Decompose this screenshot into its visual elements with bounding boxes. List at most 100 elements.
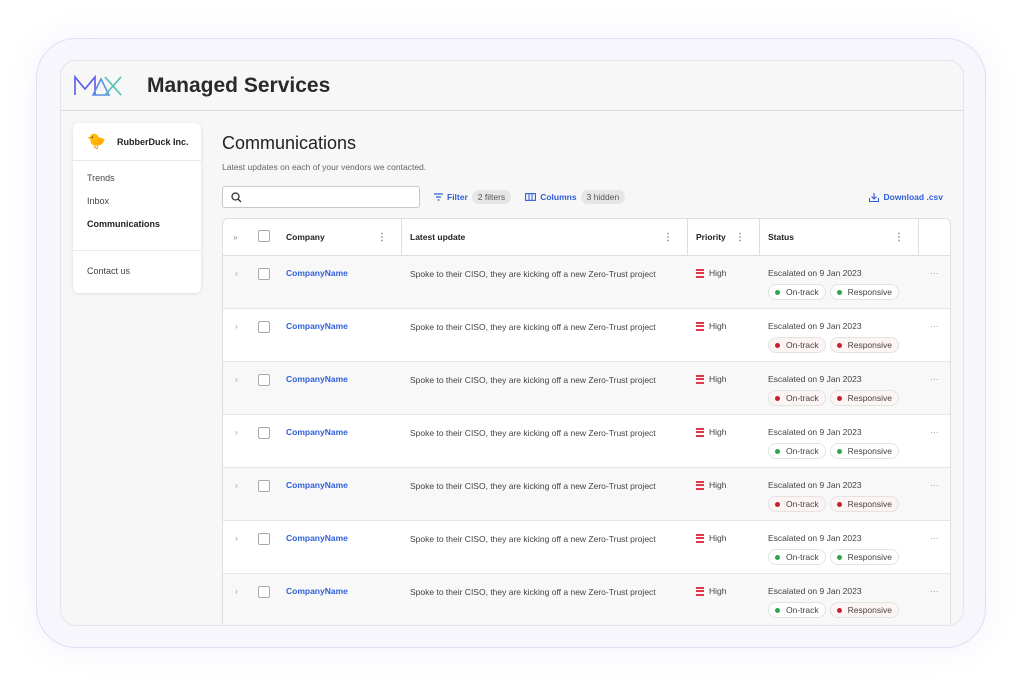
row-checkbox[interactable] (250, 362, 278, 415)
status-dot-icon (775, 448, 780, 454)
table-row[interactable]: › CompanyName Spoke to their CISO, they … (223, 256, 950, 309)
communications-table: » Company ⋮ Latest update ⋮ Priority ⋮ Stat… (222, 218, 951, 625)
badge-label: Responsive (847, 287, 893, 297)
columns-hidden-badge: 3 hidden (580, 190, 626, 204)
column-header-priority[interactable]: Priority ⋮ (688, 219, 760, 256)
table-row[interactable]: › CompanyName Spoke to their CISO, they … (223, 362, 950, 415)
column-header-company[interactable]: Company ⋮ (278, 219, 402, 256)
expand-row-icon[interactable]: › (223, 415, 250, 468)
more-actions-icon[interactable]: ··· (919, 468, 950, 521)
column-header-status[interactable]: Status ⋮ (760, 219, 919, 256)
badge-label: On-track (786, 552, 819, 562)
expand-all-icon[interactable]: » (223, 219, 250, 256)
badge-label: Responsive (847, 340, 893, 350)
expand-row-icon[interactable]: › (223, 309, 250, 362)
latest-update: Spoke to their CISO, they are kicking of… (402, 256, 688, 309)
download-csv-button[interactable]: Download .csv (869, 192, 943, 202)
more-actions-icon[interactable]: ··· (919, 362, 950, 415)
badge-label: Responsive (847, 605, 893, 615)
select-all-checkbox[interactable] (250, 219, 278, 256)
priority-label: High (709, 480, 727, 490)
more-actions-icon[interactable]: ··· (919, 574, 950, 625)
badge-label: On-track (786, 446, 819, 456)
expand-row-icon[interactable]: › (223, 256, 250, 309)
expand-row-icon[interactable]: › (223, 574, 250, 625)
company-link[interactable]: CompanyName (286, 374, 348, 384)
more-actions-icon[interactable]: ··· (919, 521, 950, 574)
badge-label: Responsive (847, 552, 893, 562)
sidebar-item-inbox[interactable]: Inbox (87, 196, 110, 206)
columns-button[interactable]: Columns (525, 192, 577, 202)
more-actions-icon[interactable]: ··· (919, 309, 950, 362)
column-menu-icon[interactable]: ⋮ (735, 232, 745, 243)
main-content: Communications Latest updates on each of… (222, 133, 951, 625)
status-dot-icon (836, 342, 842, 348)
row-checkbox[interactable] (250, 309, 278, 362)
row-checkbox[interactable] (250, 468, 278, 521)
filter-button[interactable]: Filter (434, 192, 468, 202)
more-actions-icon[interactable]: ··· (919, 415, 950, 468)
org-switcher[interactable]: 🐤 RubberDuck Inc. (73, 123, 201, 161)
header-label: Status (768, 232, 794, 242)
priority-label: High (709, 533, 727, 543)
columns-label: Columns (540, 192, 577, 202)
expand-row-icon[interactable]: › (223, 468, 250, 521)
status-dot-icon (775, 342, 780, 348)
badge-label: On-track (786, 340, 819, 350)
latest-update: Spoke to their CISO, they are kicking of… (402, 362, 688, 415)
page-subtitle: Latest updates on each of your vendors w… (222, 162, 427, 172)
table-row[interactable]: › CompanyName Spoke to their CISO, they … (223, 468, 950, 521)
status-badge: Responsive (829, 390, 900, 406)
company-link[interactable]: CompanyName (286, 268, 348, 278)
priority-high-icon (696, 586, 704, 596)
filter-icon (434, 193, 443, 201)
row-checkbox[interactable] (250, 415, 278, 468)
column-menu-icon[interactable]: ⋮ (894, 232, 904, 243)
status-dot-icon (775, 501, 780, 507)
expand-row-icon[interactable]: › (223, 362, 250, 415)
badge-label: Responsive (847, 499, 893, 509)
badge-label: On-track (786, 605, 819, 615)
company-link[interactable]: CompanyName (286, 427, 348, 437)
priority-high-icon (696, 374, 704, 384)
status-badge: Responsive (829, 549, 900, 565)
expand-row-icon[interactable]: › (223, 521, 250, 574)
status-dot-icon (775, 607, 780, 613)
priority-label: High (709, 268, 727, 278)
sidebar: 🐤 RubberDuck Inc. Trends Inbox Communicat… (73, 123, 201, 293)
header-label: Priority (696, 232, 726, 242)
column-header-update[interactable]: Latest update ⋮ (402, 219, 688, 256)
status-badge: Responsive (829, 443, 900, 459)
row-checkbox[interactable] (250, 574, 278, 625)
priority-high-icon (696, 427, 704, 437)
table-row[interactable]: › CompanyName Spoke to their CISO, they … (223, 574, 950, 625)
table-row[interactable]: › CompanyName Spoke to their CISO, they … (223, 521, 950, 574)
toolbar: Filter 2 filters Columns 3 hidden Downlo… (222, 186, 949, 208)
row-checkbox[interactable] (250, 256, 278, 309)
status-badge: Responsive (829, 284, 900, 300)
max-logo (74, 74, 122, 96)
row-checkbox[interactable] (250, 521, 278, 574)
column-menu-icon[interactable]: ⋮ (663, 232, 673, 243)
company-link[interactable]: CompanyName (286, 321, 348, 331)
latest-update: Spoke to their CISO, they are kicking of… (402, 468, 688, 521)
company-link[interactable]: CompanyName (286, 533, 348, 543)
sidebar-item-communications[interactable]: Communications (87, 219, 161, 229)
more-actions-icon[interactable]: ··· (919, 256, 950, 309)
status-text: Escalated on 9 Jan 2023 (768, 321, 862, 331)
app-title: Managed Services (147, 73, 331, 97)
status-dot-icon (836, 395, 842, 401)
priority-label: High (709, 321, 727, 331)
sidebar-item-trends[interactable]: Trends (87, 173, 115, 183)
company-link[interactable]: CompanyName (286, 586, 348, 596)
search-input[interactable] (222, 186, 420, 208)
table-row[interactable]: › CompanyName Spoke to their CISO, they … (223, 309, 950, 362)
column-menu-icon[interactable]: ⋮ (377, 232, 387, 243)
sidebar-item-contact[interactable]: Contact us (73, 250, 201, 291)
priority-label: High (709, 374, 727, 384)
company-link[interactable]: CompanyName (286, 480, 348, 490)
table-row[interactable]: › CompanyName Spoke to their CISO, they … (223, 415, 950, 468)
status-dot-icon (836, 554, 842, 560)
status-badge: On-track (768, 602, 826, 618)
status-badge: On-track (768, 284, 826, 300)
